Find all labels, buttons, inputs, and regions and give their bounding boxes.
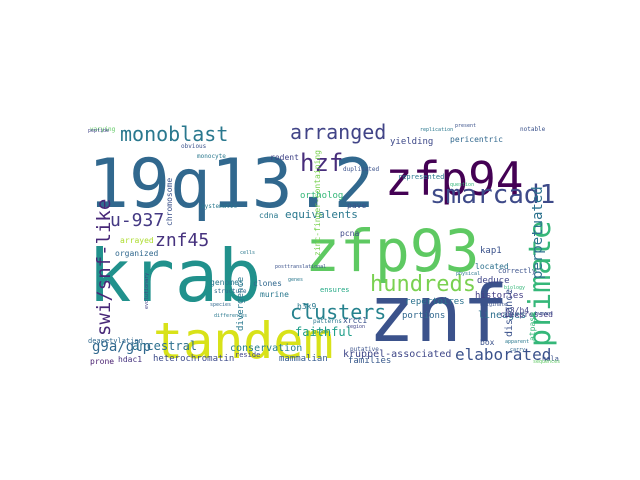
word-60: reside: [235, 351, 260, 359]
word-27: repertoires: [405, 297, 465, 307]
word-19: faithful: [295, 325, 353, 339]
word-92: cells: [240, 250, 255, 256]
word-88: region: [347, 324, 365, 330]
word-48: zinc-finger-containing: [313, 150, 322, 256]
word-64: duplicated: [343, 166, 380, 173]
word-66: obvious: [181, 143, 207, 150]
word-46: pave: [347, 201, 366, 210]
word-90: carry: [510, 347, 525, 353]
word-7: smarcad1: [430, 180, 555, 210]
word-39: prone: [90, 357, 114, 366]
word-85: biology: [504, 285, 525, 291]
word-5: tandem: [153, 312, 334, 370]
word-68: notable: [520, 126, 546, 133]
word-86: humans: [535, 311, 553, 317]
word-79: peptide: [88, 128, 109, 134]
word-74: patterns: [313, 318, 342, 325]
word-43: clones: [253, 279, 282, 288]
word-57: pericentric: [450, 135, 503, 144]
word-65: varying: [90, 126, 116, 133]
word-71: evolutionary: [144, 273, 150, 309]
word-75: global: [313, 329, 331, 335]
word-51: chromosome: [165, 178, 174, 226]
word-22: kruppel-associated: [343, 349, 451, 360]
word-78: replication: [420, 127, 453, 133]
word-84: physical: [456, 271, 480, 277]
word-3: zfp93: [305, 217, 480, 285]
word-31: mammalian: [279, 354, 328, 364]
word-59: represented: [398, 173, 444, 181]
word-17: perpetuated: [530, 186, 546, 279]
word-53: h3/h4: [505, 306, 529, 315]
word-14: znf45: [155, 230, 209, 251]
word-18: g9a/glp: [92, 339, 151, 355]
word-21: lineages: [478, 310, 526, 321]
word-38: hdac1: [118, 355, 142, 364]
word-24: conservation: [230, 343, 302, 354]
word-55: h3k9: [297, 302, 316, 311]
word-29: deduce: [477, 276, 510, 286]
word-63: hela: [542, 355, 559, 363]
word-44: cdna: [259, 211, 278, 220]
word-1: znf: [368, 270, 509, 360]
word-30: heterochromatin: [153, 354, 234, 364]
word-62: atpase: [528, 312, 537, 341]
word-15: u-937: [110, 210, 164, 231]
word-47: divergence: [236, 277, 246, 331]
word-13: hzf: [300, 149, 343, 177]
word-80: present: [455, 123, 476, 129]
word-54: xrcc1: [343, 316, 367, 325]
word-33: ortholog: [300, 191, 343, 201]
word-26: histories: [475, 291, 524, 301]
word-16: elaborated: [455, 345, 551, 364]
word-81: differences: [214, 313, 247, 319]
word-83: question: [450, 182, 474, 188]
word-42: murine: [260, 290, 289, 299]
word-89: apparent: [505, 339, 529, 345]
word-34: kap1: [480, 246, 502, 256]
word-10: arranged: [290, 120, 386, 144]
word-11: swi/snf-like: [93, 199, 115, 336]
word-37: yielding: [390, 137, 433, 147]
word-6: primate: [523, 221, 558, 347]
word-25: equivalents: [285, 208, 358, 221]
word-91: originate: [480, 302, 507, 308]
word-cloud-canvas: 19q13.2 znf krab zfp93 zfp94 tandem primate sma…: [88, 120, 560, 370]
word-77: posttranslational: [275, 264, 326, 270]
word-61: deacetylation: [88, 337, 143, 345]
word-9: monoblast: [120, 122, 228, 146]
word-70: systematic: [201, 203, 238, 210]
word-69: structure: [214, 288, 247, 295]
word-28: portions: [402, 311, 445, 321]
word-45: rodent: [270, 153, 299, 162]
word-23: distance: [504, 289, 515, 337]
word-2: krab: [88, 234, 261, 318]
word-76: genes: [288, 277, 303, 283]
word-67: monocyte: [197, 153, 226, 160]
word-50: organized: [115, 249, 159, 258]
word-41: pcna: [340, 229, 359, 238]
word-0: 19q13.2: [88, 145, 375, 224]
word-cloud: 19q13.2 znf krab zfp93 zfp94 tandem primate sma…: [80, 111, 560, 370]
word-35: coexpressed: [500, 310, 553, 319]
word-82: sequences: [533, 359, 560, 365]
word-73: putative: [350, 346, 379, 353]
word-56: ensures: [320, 286, 350, 294]
word-4: zfp94: [385, 152, 523, 206]
word-36: located: [475, 262, 509, 271]
word-20: ancestral: [132, 339, 197, 353]
word-40: box: [480, 338, 495, 347]
word-58: correctly: [498, 267, 536, 275]
word-49: arrayed: [120, 236, 154, 245]
word-72: species: [210, 302, 231, 308]
word-8: hundreds: [370, 272, 476, 297]
word-12: clusters: [290, 300, 386, 324]
word-32: families: [348, 356, 391, 366]
word-52: genomes: [210, 278, 244, 287]
